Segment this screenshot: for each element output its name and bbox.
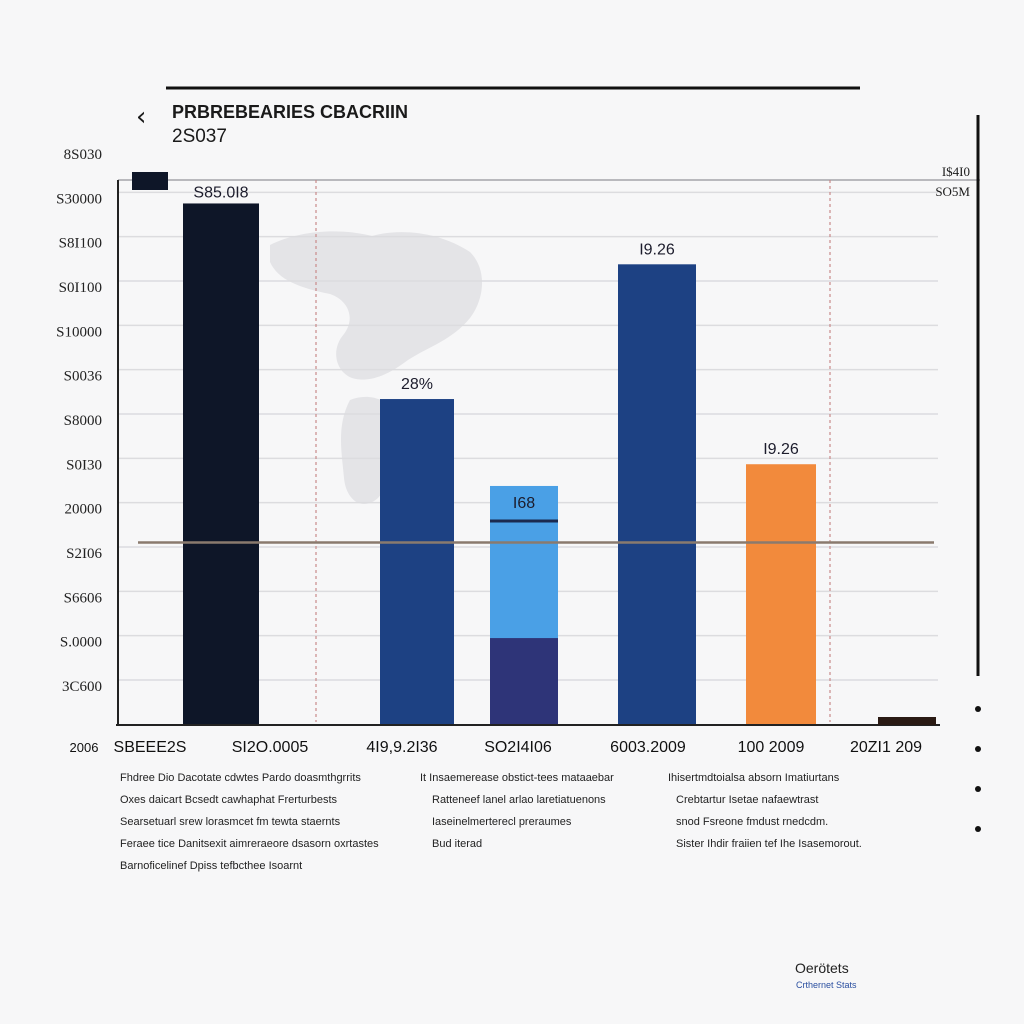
bar xyxy=(380,399,454,725)
y-tick-label: S8000 xyxy=(64,413,102,429)
x-tick-label: SO2I4I06 xyxy=(484,739,552,756)
note-line: Ihisertmdtoialsa absorn Imatiurtans xyxy=(668,772,840,784)
bar-data-label: I9.26 xyxy=(763,441,799,458)
note-line: Bud iterad xyxy=(432,838,483,850)
note-line: Iaseinelmerterecl preraumes xyxy=(432,816,572,828)
notes-column-3: Ihisertmdtoialsa absorn Imatiurtans Creb… xyxy=(668,767,918,855)
note-line: Ratteneef lanel arlao laretiatuenons xyxy=(432,794,606,806)
x-tick-label: 100 2009 xyxy=(738,739,805,756)
y-tick-label: S.0000 xyxy=(60,635,102,651)
x-tick-label: 4I9,9.2I36 xyxy=(366,739,437,756)
y-tick-label: S30000 xyxy=(56,191,102,207)
bar-data-label: S85.0I8 xyxy=(193,184,248,201)
y-tick-label: S0036 xyxy=(64,369,103,385)
chart-title: PRBREBEARIES CBACRIIN xyxy=(172,102,409,122)
back-button[interactable]: ‹ xyxy=(136,102,147,132)
note-line: Searsetuarl srew lorasmcet fm tewta stae… xyxy=(120,816,341,828)
y-tick-label: S0I30 xyxy=(66,457,102,473)
note-line: Feraee tice Danitsexit aimreraeore dsaso… xyxy=(120,838,379,850)
note-line: Fhdree Dio Dacotate cdwtes Pardo doasmth… xyxy=(120,772,361,784)
x-tick-label: 20ZI1 209 xyxy=(850,739,922,756)
chart-subtitle: 2S037 xyxy=(172,126,227,147)
note-line: Crebtartur Isetae nafaewtrast xyxy=(676,794,819,806)
footer-source-title: Oerötets xyxy=(795,960,849,976)
legend-swatch-top xyxy=(132,172,168,190)
bullet-dot xyxy=(975,746,981,752)
bullet-dot xyxy=(975,826,981,832)
x-tick-label: SI2O.0005 xyxy=(232,739,309,756)
data-labels: S85.0I8 28% I68 I9.26 I9.26 xyxy=(193,184,798,512)
y-tick-label: S0I100 xyxy=(59,280,102,296)
bar xyxy=(746,464,816,725)
right-axis-label-1: I$4I0 xyxy=(941,164,970,179)
x-axis-end-marker xyxy=(878,717,936,725)
notes-column-1: Fhdree Dio Dacotate cdwtes Pardo doasmth… xyxy=(120,767,420,877)
note-line: Oxes daicart Bcsedt cawhaphat Frerturbes… xyxy=(120,794,338,806)
y-tick-label: 3C600 xyxy=(62,679,102,695)
bar xyxy=(618,264,696,725)
y-tick-label: S6606 xyxy=(64,590,103,606)
y-tick-label: S8I100 xyxy=(59,236,102,252)
bar-stack-lower xyxy=(490,638,558,725)
x-axis-ticks: 2006 SBEEE2S SI2O.0005 4I9,9.2I36 SO2I4I06 60… xyxy=(70,739,923,756)
x-tick-label: SBEEE2S xyxy=(114,739,187,756)
bullet-list-markers xyxy=(975,706,981,866)
y-tick-label: 8S030 xyxy=(64,147,102,163)
x-tick-label: 2006 xyxy=(70,740,99,755)
bar-data-label: 28% xyxy=(401,376,433,393)
bullet-dot xyxy=(975,786,981,792)
y-tick-label: S2I06 xyxy=(66,546,102,562)
right-axis-label-2: SO5M xyxy=(935,184,970,199)
footer-source-subtitle: Crthernet Stats xyxy=(796,980,857,990)
y-tick-label: S10000 xyxy=(56,324,102,340)
note-line: snod Fsreone fmdust rnedcdm. xyxy=(676,816,829,828)
y-tick-label: 20000 xyxy=(65,502,103,518)
note-line: Sister Ihdir fraiien tef Ihe Isasemorout… xyxy=(676,838,862,850)
x-tick-label: 6003.2009 xyxy=(610,739,686,756)
note-line: Barnoficelinef Dpiss tefbcthee Isoarnt xyxy=(120,860,303,872)
notes-column-2: It Insaemerease obstict-tees mataaebar R… xyxy=(420,767,660,855)
note-line: It Insaemerease obstict-tees mataaebar xyxy=(420,772,614,784)
bullet-dot xyxy=(975,706,981,712)
bar-data-label: I68 xyxy=(513,495,535,512)
y-axis-ticks: 8S030 S30000 S8I100 S0I100 S10000 S0036 S8000 S… xyxy=(56,147,102,695)
bars xyxy=(138,203,934,725)
bar-data-label: I9.26 xyxy=(639,241,675,258)
bar xyxy=(183,203,259,725)
